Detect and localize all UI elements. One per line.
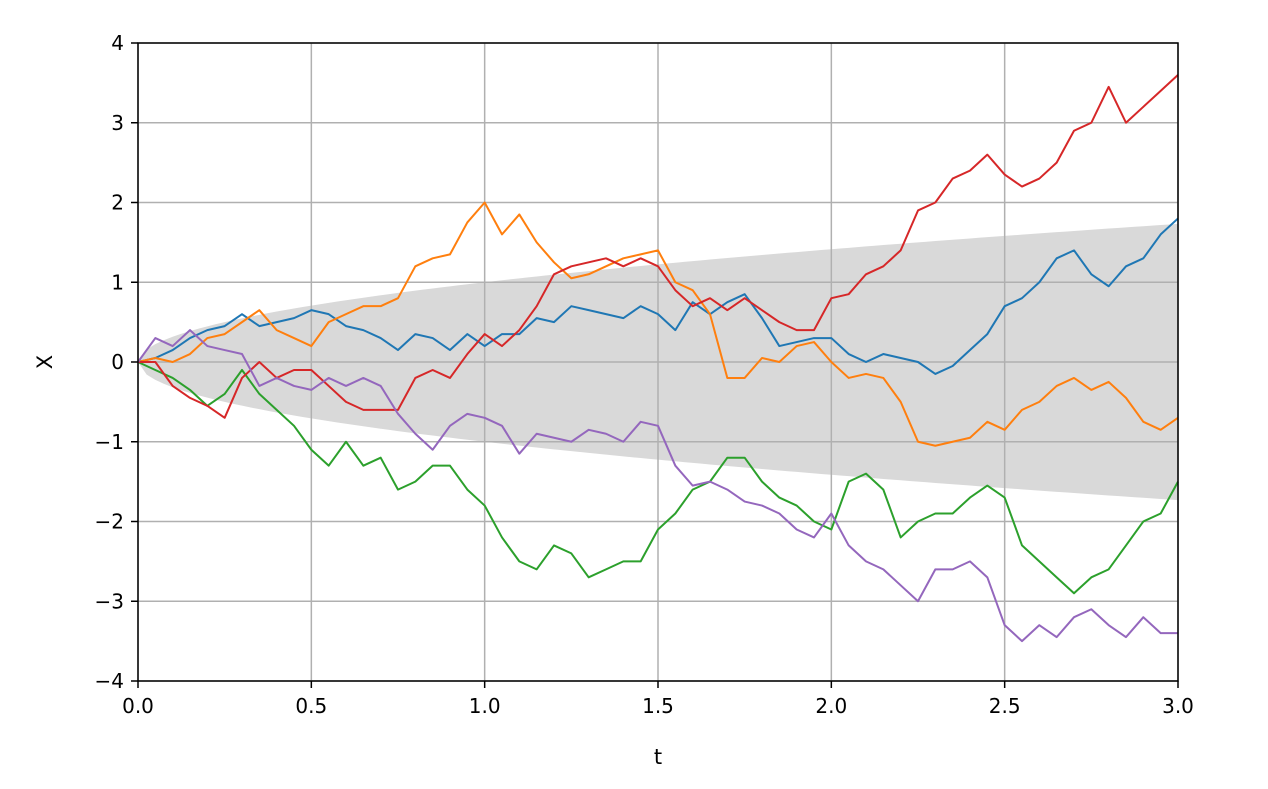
y-axis-label: X	[33, 355, 57, 369]
y-tick-label: 4	[111, 31, 124, 55]
x-tick-label: 0.0	[122, 694, 154, 718]
x-tick-label: 2.0	[815, 694, 847, 718]
series-line-3	[137, 361, 1179, 595]
x-tick-label: 3.0	[1162, 694, 1194, 718]
series-lines	[137, 74, 1179, 643]
x-tick-label: 1.0	[469, 694, 501, 718]
ticks: 0.0 0.5 1.0 1.5 2.0 2.5 3.0 −4 −3 −2 −1 0 1 2 3 4	[95, 31, 1194, 718]
y-tick-label: −3	[95, 589, 124, 613]
y-tick-label: 3	[111, 111, 124, 135]
x-tick-label: 1.5	[642, 694, 674, 718]
x-axis-label: t	[654, 745, 662, 769]
series-line-4	[138, 74, 1179, 419]
series-line-5	[137, 329, 1178, 643]
x-tick-label: 0.5	[295, 694, 327, 718]
y-tick-label: 2	[111, 191, 124, 215]
y-tick-label: −2	[95, 510, 124, 534]
y-tick-label: −1	[95, 430, 124, 454]
y-tick-label: 1	[111, 270, 124, 294]
y-tick-label: −4	[95, 669, 124, 693]
x-tick-label: 2.5	[989, 694, 1021, 718]
series-line-2	[137, 201, 1179, 447]
y-tick-label: 0	[111, 350, 124, 374]
series-line-1	[137, 217, 1179, 375]
